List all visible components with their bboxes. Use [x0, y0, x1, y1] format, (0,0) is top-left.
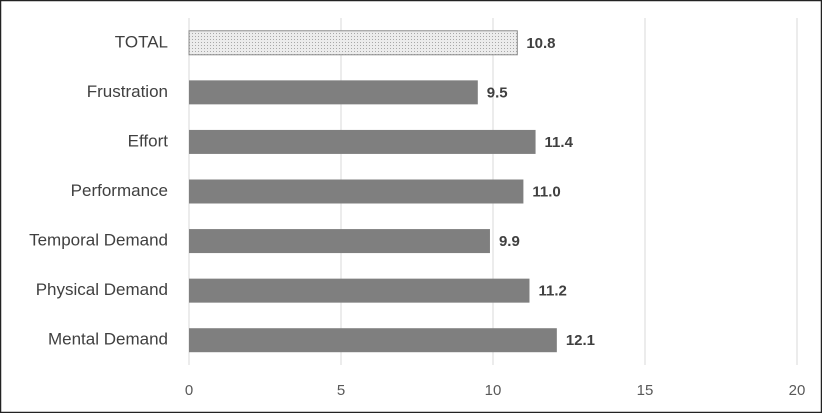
x-tick-label: 10 [485, 382, 502, 399]
category-label: Frustration [87, 82, 168, 101]
x-tick-label: 15 [637, 382, 654, 399]
value-label: 10.8 [526, 35, 555, 52]
bar [189, 129, 536, 154]
value-label: 9.5 [487, 84, 508, 101]
value-label: 9.9 [499, 233, 520, 250]
x-tick-label: 5 [337, 382, 345, 399]
category-label: Effort [128, 131, 169, 150]
value-label: 12.1 [566, 332, 595, 349]
x-tick-label: 20 [789, 382, 806, 399]
category-label: Performance [71, 181, 168, 200]
value-label: 11.0 [532, 183, 560, 200]
x-tick-label: 0 [185, 382, 193, 399]
bar [188, 30, 518, 56]
category-label: Physical Demand [36, 280, 168, 299]
value-label: 11.4 [545, 134, 574, 151]
bar [189, 229, 490, 254]
value-label: 11.2 [538, 283, 566, 300]
bar [189, 80, 478, 105]
bar [189, 328, 557, 353]
category-label: Temporal Demand [29, 231, 168, 250]
bar [189, 179, 524, 204]
category-label: Mental Demand [48, 330, 168, 349]
category-label: TOTAL [115, 32, 168, 51]
bar [189, 278, 530, 303]
